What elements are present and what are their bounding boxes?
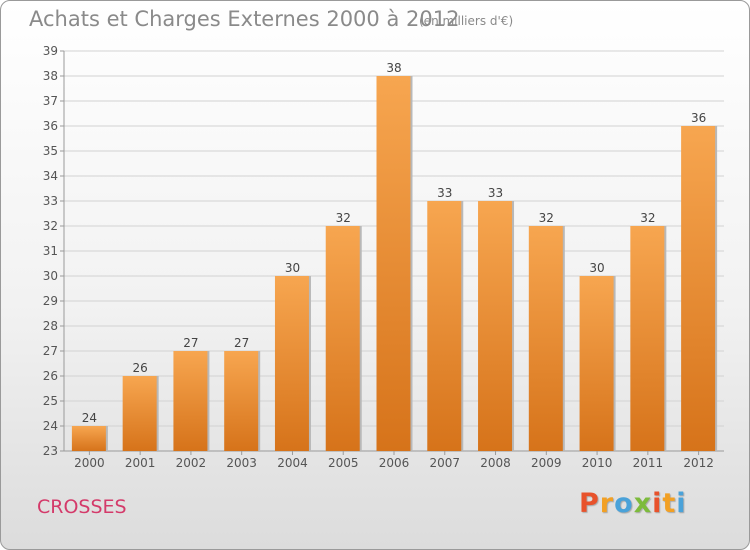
- logo-letter: t: [662, 488, 677, 519]
- data-label-2006: 38: [386, 61, 401, 75]
- bar-2005: [325, 226, 361, 451]
- x-tick-label-2011: 2011: [633, 456, 664, 470]
- y-tick-label: 23: [43, 444, 58, 458]
- bar-2003: [224, 351, 260, 451]
- x-tick-label-2007: 2007: [429, 456, 460, 470]
- y-tick-label: 30: [43, 269, 58, 283]
- bar-2009: [528, 226, 564, 451]
- chart-subtitle: (en milliers d'€): [419, 14, 514, 28]
- bar-2006: [376, 76, 412, 451]
- data-label-2009: 32: [539, 211, 554, 225]
- chart-title: Achats et Charges Externes 2000 à 2012: [29, 7, 460, 31]
- y-tick-label: 24: [43, 419, 58, 433]
- bar-2004: [274, 276, 310, 451]
- y-tick-label: 37: [43, 94, 58, 108]
- bar-2012: [681, 126, 717, 451]
- bar-2010: [579, 276, 615, 451]
- logo-letter: o: [614, 488, 634, 519]
- logo-letter: i: [652, 488, 663, 519]
- data-label-2000: 24: [82, 411, 97, 425]
- y-tick-label: 32: [43, 219, 58, 233]
- y-tick-label: 26: [43, 369, 58, 383]
- y-tick-label: 38: [43, 69, 58, 83]
- data-label-2008: 33: [488, 186, 503, 200]
- y-tick-label: 36: [43, 119, 58, 133]
- bar-2001: [122, 376, 158, 451]
- x-tick-label-2004: 2004: [277, 456, 308, 470]
- bar-2008: [478, 201, 514, 451]
- data-label-2011: 32: [640, 211, 655, 225]
- y-tick-label: 25: [43, 394, 58, 408]
- data-label-2012: 36: [691, 111, 706, 125]
- data-label-2005: 32: [336, 211, 351, 225]
- bar-2007: [427, 201, 463, 451]
- y-tick-label: 28: [43, 319, 58, 333]
- x-tick-label-2002: 2002: [176, 456, 207, 470]
- data-label-2007: 33: [437, 186, 452, 200]
- data-label-2004: 30: [285, 261, 300, 275]
- logo-letter: P: [579, 488, 600, 519]
- data-label-2003: 27: [234, 336, 249, 350]
- x-tick-label-2001: 2001: [125, 456, 156, 470]
- proxiti-logo[interactable]: Proxiti: [579, 488, 687, 519]
- x-tick-label-2009: 2009: [531, 456, 562, 470]
- x-tick-label-2005: 2005: [328, 456, 359, 470]
- y-tick-label: 35: [43, 144, 58, 158]
- x-tick-label-2008: 2008: [480, 456, 511, 470]
- y-tick-label: 31: [43, 244, 58, 258]
- y-tick-label: 39: [43, 44, 58, 58]
- bar-2000: [71, 426, 107, 451]
- commune-name: CROSSES: [37, 496, 127, 518]
- data-label-2010: 30: [589, 261, 604, 275]
- data-label-2002: 27: [183, 336, 198, 350]
- y-tick-label: 34: [43, 169, 58, 183]
- logo-letter: x: [633, 488, 653, 519]
- x-tick-label-2006: 2006: [379, 456, 410, 470]
- x-tick-label-2003: 2003: [226, 456, 257, 470]
- y-tick-label: 29: [43, 294, 58, 308]
- labels: 23 24 25 26 27 28 29 30 31 32 33 34 35 36 37 38 39 24 2000…: [43, 44, 714, 470]
- logo-letter: r: [599, 488, 615, 519]
- x-tick-label-2012: 2012: [683, 456, 714, 470]
- bars: [71, 76, 718, 451]
- bar-2002: [173, 351, 209, 451]
- y-tick-label: 33: [43, 194, 58, 208]
- bar-2011: [630, 226, 666, 451]
- y-tick-label: 27: [43, 344, 58, 358]
- x-tick-label-2000: 2000: [74, 456, 105, 470]
- logo-letter: i: [676, 488, 687, 519]
- x-tick-label-2010: 2010: [582, 456, 613, 470]
- data-label-2001: 26: [133, 361, 148, 375]
